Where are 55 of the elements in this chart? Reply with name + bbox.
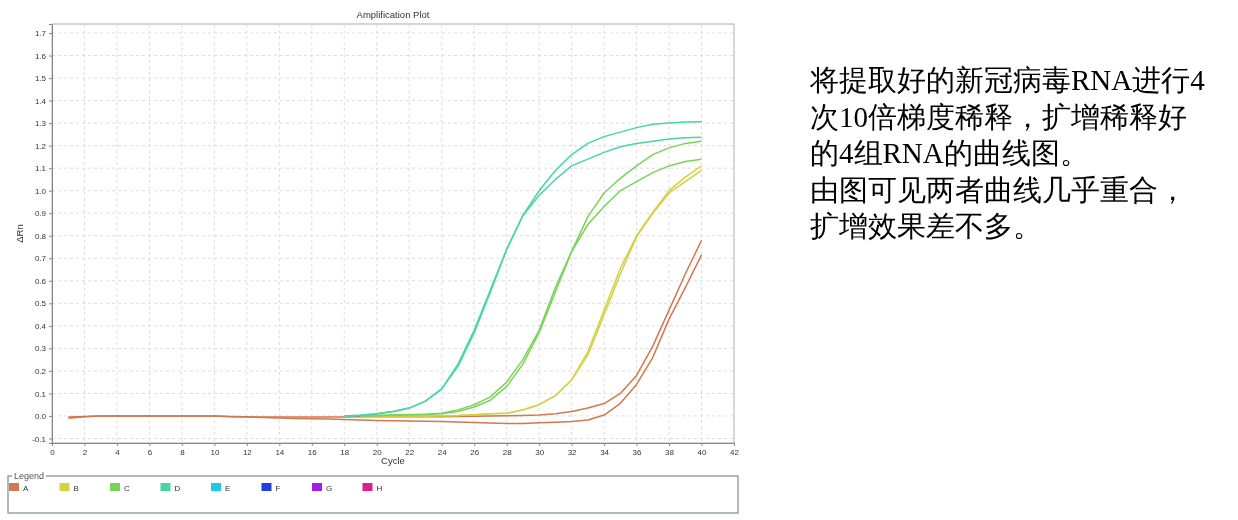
y-tick-label: -0.1 bbox=[32, 434, 47, 444]
legend-label: G bbox=[326, 483, 333, 493]
x-tick-label: 6 bbox=[147, 447, 153, 457]
x-tick-label: 42 bbox=[730, 447, 740, 457]
y-tick-label: 1.5 bbox=[34, 74, 47, 84]
y-tick-label: 0.1 bbox=[34, 389, 47, 399]
y-tick-label: 0.0 bbox=[34, 412, 47, 422]
x-tick-label: 26 bbox=[470, 447, 480, 457]
y-tick-label: 1.7 bbox=[34, 29, 47, 39]
x-tick-label: 36 bbox=[632, 447, 643, 457]
x-tick-label: 0 bbox=[50, 447, 56, 457]
y-tick-label: 0.9 bbox=[34, 209, 47, 219]
legend-label: A bbox=[23, 483, 29, 493]
text: 由图可见两者曲线几乎重合，扩增效果差不多。 bbox=[810, 172, 1188, 244]
text: 将提取好的新冠病毒RNA进行4次10倍梯度稀释，扩增稀释好的4组RNA的曲线图。 bbox=[810, 63, 1206, 171]
x-tick-label: 38 bbox=[665, 447, 675, 457]
legend-title: Legend bbox=[14, 471, 45, 481]
x-tick-label: 2 bbox=[82, 447, 88, 457]
y-tick-label: 1.1 bbox=[34, 164, 47, 174]
x-tick-label: 24 bbox=[437, 447, 448, 457]
y-tick-label: 1.6 bbox=[34, 51, 47, 61]
x-axis-title: Cycle bbox=[381, 455, 405, 466]
x-tick-label: 8 bbox=[180, 447, 186, 457]
y-tick-label: 0.5 bbox=[34, 299, 47, 309]
x-tick-label: 12 bbox=[242, 447, 253, 457]
x-tick-label: 14 bbox=[275, 447, 285, 457]
legend-label: E bbox=[225, 483, 231, 493]
chart-title: Amplification Plot bbox=[356, 9, 430, 20]
y-tick-label: 0.7 bbox=[34, 254, 47, 264]
y-tick-label: 0.2 bbox=[34, 366, 47, 376]
y-tick-label: 1.0 bbox=[34, 186, 47, 196]
x-tick-label: 4 bbox=[115, 447, 121, 457]
y-axis-title: ΔRn bbox=[14, 224, 25, 243]
x-tick-label: 40 bbox=[697, 447, 708, 457]
x-tick-label: 20 bbox=[372, 447, 383, 457]
x-tick-label: 32 bbox=[567, 447, 578, 457]
y-tick-label: 0.4 bbox=[34, 321, 47, 331]
y-tick-label: 0.6 bbox=[34, 276, 47, 286]
legend-label: H bbox=[376, 483, 383, 493]
x-tick-label: 30 bbox=[535, 447, 545, 457]
y-tick-label: 1.2 bbox=[34, 141, 47, 151]
y-tick-label: 0.8 bbox=[34, 231, 47, 241]
x-tick-label: 28 bbox=[502, 447, 513, 457]
y-tick-label: 1.3 bbox=[34, 119, 47, 129]
legend-label: F bbox=[275, 483, 281, 493]
x-tick-label: 16 bbox=[307, 447, 318, 457]
x-tick-label: 22 bbox=[405, 447, 415, 457]
x-tick-label: 34 bbox=[600, 447, 610, 457]
legend-label: B bbox=[73, 483, 79, 493]
y-tick-label: 1.4 bbox=[34, 96, 47, 106]
x-tick-label: 10 bbox=[210, 447, 220, 457]
y-tick-label: 0.3 bbox=[34, 344, 47, 354]
legend-label: C bbox=[124, 483, 130, 493]
legend-label: D bbox=[174, 483, 181, 493]
x-tick-label: 18 bbox=[340, 447, 350, 457]
